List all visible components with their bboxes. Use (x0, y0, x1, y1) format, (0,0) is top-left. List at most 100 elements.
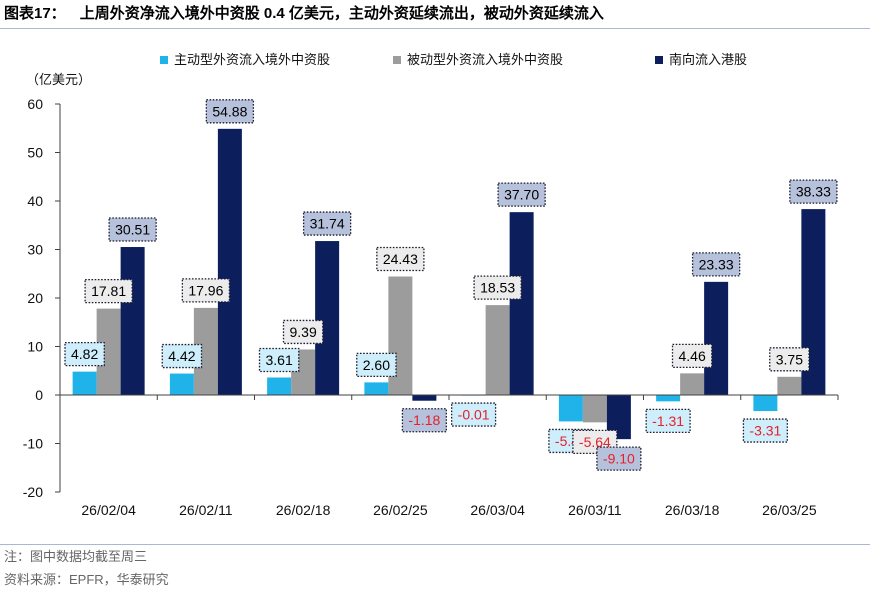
data-label-value: -0.01 (458, 407, 490, 423)
data-label: 3.75 (769, 347, 810, 372)
figure-title: 图表17： 上周外资净流入境外中资股 0.4 亿美元，主动外资延续流出，被动外资延… (4, 5, 604, 23)
bar-series-3-26-02-11 (217, 128, 242, 395)
bar-series-1-26-03-18 (656, 395, 681, 402)
data-label: -0.01 (451, 402, 497, 427)
bar-series-3-26-03-18 (704, 281, 729, 395)
data-label-box (108, 217, 157, 242)
legend-swatch-passive (393, 56, 401, 64)
data-label-box (451, 402, 497, 427)
y-tick-label: 40 (27, 193, 43, 209)
data-label-box (64, 341, 105, 367)
data-label: 17.96 (181, 278, 231, 303)
data-label: 4.42 (161, 343, 203, 369)
data-label-value: 9.39 (290, 324, 317, 340)
y-tick-label: 0 (35, 387, 43, 403)
x-tick-label: 26/02/04 (81, 502, 136, 518)
data-label-value: 24.43 (383, 251, 418, 267)
bar-series-1-26-03-25 (753, 395, 778, 412)
data-label-value: 17.96 (188, 282, 223, 298)
legend-swatch-active (160, 56, 168, 64)
x-tick-label: 26/03/11 (568, 502, 622, 518)
data-label: 24.43 (376, 246, 425, 272)
y-axis-unit-label: （亿美元） (26, 72, 92, 87)
data-label-value: -3.31 (749, 423, 781, 439)
bar-series-3-26-02-04 (120, 247, 145, 395)
legend-item-passive-foreign: 被动型外资流入境外中资股 (393, 52, 563, 68)
data-label-value: 18.53 (480, 280, 515, 296)
data-label: 4.82 (64, 341, 105, 367)
data-label-box (769, 347, 810, 372)
data-label-value: 17.81 (91, 283, 126, 299)
data-label-value: 3.61 (266, 352, 293, 368)
data-label: 30.51 (108, 217, 157, 242)
data-label-box (376, 246, 425, 272)
data-label: 9.39 (282, 319, 324, 345)
x-tick-label: 26/03/25 (762, 502, 817, 518)
data-label-box (473, 275, 522, 300)
y-tick-label: -20 (23, 484, 43, 500)
data-label-box (356, 352, 397, 378)
bar-series-2-26-02-25 (388, 276, 413, 395)
x-tick-label: 26/03/18 (665, 502, 720, 518)
data-label: 3.61 (258, 347, 300, 373)
bar-series-1-26-02-04 (72, 371, 97, 395)
bar-series-3-26-02-18 (315, 241, 340, 395)
legend-label-passive: 被动型外资流入境外中资股 (407, 52, 564, 67)
data-label-box (401, 408, 447, 433)
data-label-value: -1.18 (408, 412, 440, 428)
data-label: -3.31 (742, 418, 788, 443)
data-label-box (258, 347, 300, 373)
bar-series-1-26-02-25 (364, 382, 389, 395)
data-label-box (742, 418, 788, 443)
legend-item-southbound: 南向流入港股 (655, 52, 747, 68)
data-label-value: 38.33 (796, 184, 831, 200)
data-label-value: 4.82 (71, 346, 98, 362)
bar-series-2-26-03-11 (582, 395, 607, 423)
data-label-value: 37.70 (504, 187, 539, 203)
x-tick-label: 26/03/04 (470, 502, 525, 518)
data-label-box (645, 408, 691, 434)
data-label-value: 30.51 (115, 222, 150, 238)
legend-swatch-southbound (655, 56, 663, 64)
chart-source: 资料来源：EPFR，华泰研究 (4, 572, 169, 587)
data-label: 37.70 (497, 182, 546, 207)
data-label: 54.88 (205, 99, 255, 124)
bars-group (72, 128, 826, 440)
bar-series-1-26-02-18 (267, 377, 292, 395)
x-tick-label: 26/02/25 (373, 502, 428, 518)
data-label-value: 23.33 (699, 256, 734, 272)
data-label-box (84, 278, 133, 304)
bar-series-1-26-02-11 (169, 373, 194, 395)
data-label-value: 31.74 (310, 216, 345, 232)
y-tick-label: 30 (27, 242, 43, 258)
y-tick-label: 50 (27, 145, 43, 161)
data-label: -1.18 (401, 408, 447, 433)
notes-divider (0, 544, 870, 545)
figure-title-text: 上周外资净流入境外中资股 0.4 亿美元，主动外资延续流出，被动外资延续流入 (79, 5, 604, 22)
y-tick-label: 60 (27, 96, 43, 112)
data-label-box (497, 182, 546, 207)
legend-label-southbound: 南向流入港股 (669, 52, 748, 67)
x-tick-label: 26/02/11 (179, 502, 233, 518)
data-label-value: 54.88 (212, 103, 247, 119)
data-label-box (181, 278, 231, 303)
data-label-value: 3.75 (776, 351, 803, 367)
figure-number: 图表17： (4, 5, 66, 22)
data-label-box (691, 252, 741, 277)
data-label: 17.81 (84, 278, 133, 304)
data-label: 2.60 (356, 352, 397, 378)
x-tick-label: 26/02/18 (276, 502, 331, 518)
legend-item-active-foreign: 主动型外资流入境外中资股 (160, 52, 330, 68)
data-label: 18.53 (473, 275, 522, 300)
data-label-box (282, 319, 324, 345)
data-label-value: -1.31 (652, 413, 684, 429)
data-label: 31.74 (302, 211, 352, 236)
y-tick-label: 20 (27, 290, 43, 306)
data-label-value: -5.64 (579, 434, 611, 450)
bar-series-3-26-03-04 (509, 212, 534, 395)
data-label: 23.33 (691, 252, 741, 277)
data-label-value: 4.46 (679, 348, 706, 364)
data-labels-group: 4.82 4.42 3.61 2.60-0.01-5.45-1.31-3.3117.8… (64, 99, 838, 471)
